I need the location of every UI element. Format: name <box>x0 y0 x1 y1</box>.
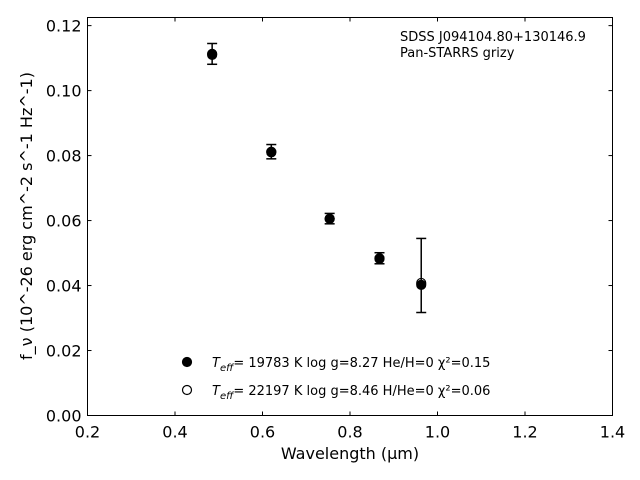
model-point-open <box>266 147 277 158</box>
data-points <box>207 48 427 290</box>
model-point-open <box>416 277 427 289</box>
model-point-open <box>324 213 335 225</box>
y-tick-label: 0.08 <box>46 147 82 166</box>
model-point-open <box>207 49 218 60</box>
x-tick-label: 1.0 <box>425 423 450 442</box>
x-tick-label: 1.4 <box>600 423 625 442</box>
y-tick-label: 0.00 <box>46 407 82 426</box>
y-tick-label: 0.10 <box>46 82 82 101</box>
x-tick-label: 0.4 <box>162 423 187 442</box>
legend-entry-label: Teff= 19783 K log g=8.27 He/H=0 χ²=0.15 <box>212 356 490 374</box>
model-point-open <box>374 253 385 264</box>
error-bars <box>207 42 427 314</box>
y-tick-label: 0.12 <box>46 17 82 36</box>
legend-entry-label: Teff= 22197 K log g=8.46 H/He=0 χ²=0.06 <box>212 384 490 402</box>
x-tick-label: 0.8 <box>337 423 362 442</box>
y-axis-label: f_ν (10^-26 erg cm^-2 s^-1 Hz^-1) <box>17 72 37 360</box>
y-tick-label: 0.02 <box>46 342 82 361</box>
x-tick-label: 0.6 <box>250 423 275 442</box>
y-axis-ticks: 0.00 0.02 0.04 0.06 0.08 0.10 0.12 <box>46 17 613 426</box>
object-name-annotation: SDSS J094104.80+130146.9 <box>400 30 586 45</box>
x-tick-label: 1.2 <box>512 423 537 442</box>
legend-marker-open <box>181 384 193 396</box>
x-axis-label: Wavelength (μm) <box>281 444 419 463</box>
legend: Teff= 19783 K log g=8.27 He/H=0 χ²=0.15 T… <box>181 356 490 402</box>
x-axis-ticks: 0.2 0.4 0.6 0.8 1.0 1.2 1.4 <box>75 17 625 442</box>
x-tick-label: 0.2 <box>75 423 100 442</box>
y-tick-label: 0.06 <box>46 212 82 231</box>
survey-annotation: Pan-STARRS grizy <box>400 46 515 61</box>
legend-marker-filled <box>181 356 193 368</box>
y-tick-label: 0.04 <box>46 277 82 296</box>
